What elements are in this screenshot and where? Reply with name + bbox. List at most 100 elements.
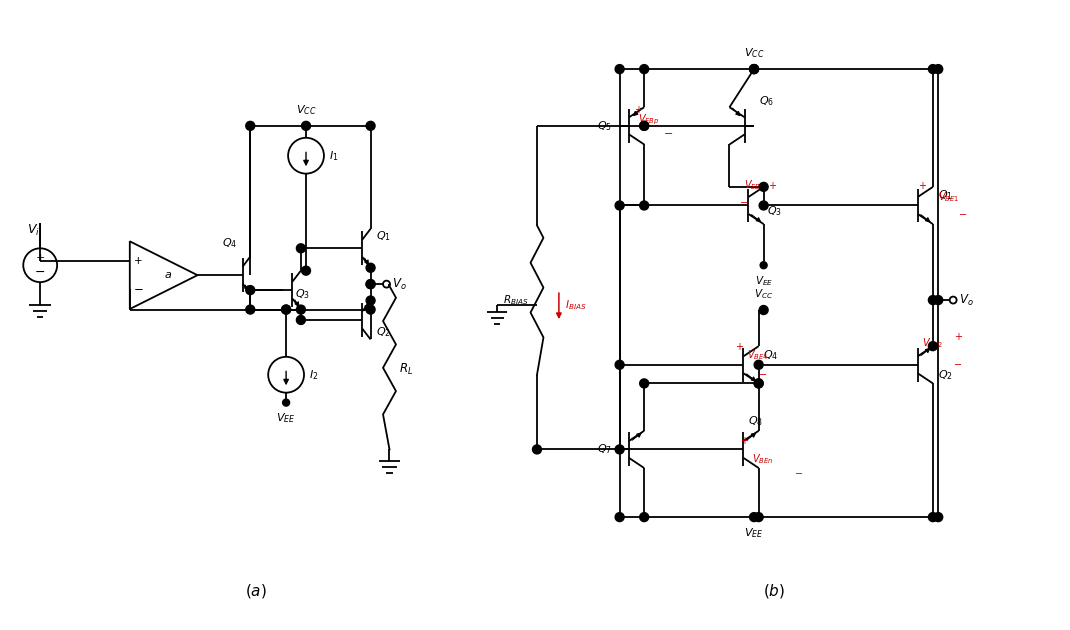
- Text: $Q_6$: $Q_6$: [759, 94, 774, 108]
- Text: $Q_1$: $Q_1$: [376, 229, 391, 243]
- Circle shape: [640, 65, 648, 74]
- Text: $V_o$: $V_o$: [393, 277, 408, 292]
- Text: $I_1$: $I_1$: [328, 149, 338, 163]
- Circle shape: [615, 445, 624, 454]
- Text: $V_{EBp}$: $V_{EBp}$: [638, 113, 659, 127]
- Text: $V_{EE}$: $V_{EE}$: [754, 274, 773, 288]
- Circle shape: [754, 360, 763, 369]
- Text: +: +: [135, 256, 143, 266]
- Text: $V_i$: $V_i$: [27, 223, 40, 238]
- Text: $(b)$: $(b)$: [763, 581, 785, 600]
- Circle shape: [929, 513, 937, 522]
- Circle shape: [750, 65, 759, 74]
- Circle shape: [750, 65, 759, 74]
- Text: $V_{CC}$: $V_{CC}$: [754, 287, 774, 301]
- Circle shape: [302, 266, 310, 275]
- Circle shape: [282, 399, 290, 406]
- Circle shape: [640, 122, 648, 130]
- Circle shape: [750, 66, 758, 72]
- Text: $Q_1$: $Q_1$: [938, 188, 953, 202]
- Circle shape: [754, 379, 763, 388]
- Text: $V_{EE}$: $V_{EE}$: [276, 411, 295, 425]
- Text: +: +: [740, 437, 748, 447]
- Circle shape: [759, 306, 768, 314]
- Text: $I_{BIAS}$: $I_{BIAS}$: [565, 298, 586, 312]
- Text: +: +: [633, 105, 642, 115]
- Text: −: −: [134, 283, 143, 296]
- Circle shape: [929, 295, 937, 304]
- Text: −: −: [795, 469, 802, 479]
- Circle shape: [750, 513, 758, 520]
- Circle shape: [246, 305, 255, 314]
- Circle shape: [934, 65, 943, 74]
- Text: $Q_3$: $Q_3$: [766, 205, 781, 219]
- Circle shape: [615, 360, 624, 369]
- Circle shape: [929, 65, 937, 74]
- Text: −: −: [664, 129, 673, 139]
- Text: $(a)$: $(a)$: [245, 581, 268, 600]
- Circle shape: [615, 65, 624, 74]
- Circle shape: [934, 295, 943, 304]
- Circle shape: [754, 379, 763, 388]
- Text: $Q_3$: $Q_3$: [295, 287, 310, 301]
- Circle shape: [750, 65, 759, 74]
- Circle shape: [296, 305, 305, 314]
- Text: −: −: [959, 210, 967, 220]
- Text: −: −: [759, 370, 767, 380]
- Circle shape: [750, 513, 759, 522]
- Circle shape: [366, 296, 376, 305]
- Circle shape: [303, 122, 309, 129]
- Circle shape: [934, 513, 943, 522]
- Text: $R_L$: $R_L$: [399, 362, 414, 377]
- Circle shape: [366, 280, 376, 289]
- Text: $Q_7$: $Q_7$: [597, 442, 612, 456]
- Text: $V_o$: $V_o$: [959, 292, 974, 307]
- Text: $V_{BE1}$: $V_{BE1}$: [938, 191, 959, 204]
- Circle shape: [366, 263, 376, 272]
- Text: $V_{BE4}$: $V_{BE4}$: [748, 348, 769, 362]
- Circle shape: [281, 305, 291, 314]
- Circle shape: [760, 261, 767, 269]
- Text: +: +: [953, 332, 962, 342]
- Circle shape: [759, 201, 768, 210]
- Circle shape: [533, 445, 541, 454]
- Circle shape: [366, 305, 376, 314]
- Circle shape: [759, 183, 768, 192]
- Text: $V_{BEn}$: $V_{BEn}$: [752, 452, 774, 466]
- Text: $R_{BIAS}$: $R_{BIAS}$: [503, 293, 529, 307]
- Text: $Q_4$: $Q_4$: [763, 348, 778, 362]
- Circle shape: [640, 379, 648, 388]
- Circle shape: [640, 201, 648, 210]
- Circle shape: [246, 285, 255, 295]
- Circle shape: [296, 316, 305, 324]
- Circle shape: [760, 307, 767, 314]
- Text: $Q_4$: $Q_4$: [221, 236, 238, 249]
- Text: −: −: [35, 266, 45, 278]
- Circle shape: [754, 513, 763, 522]
- Text: +: +: [35, 253, 45, 263]
- Circle shape: [246, 122, 255, 130]
- Text: $V_{CC}$: $V_{CC}$: [744, 47, 764, 60]
- Circle shape: [281, 305, 291, 314]
- Text: $I_2$: $I_2$: [309, 368, 319, 382]
- Text: $Q_5$: $Q_5$: [597, 119, 612, 133]
- Text: $Q_2$: $Q_2$: [938, 368, 952, 382]
- Text: +: +: [735, 342, 743, 352]
- Text: −: −: [740, 198, 748, 209]
- Circle shape: [640, 513, 648, 522]
- Text: $V_{CC}$: $V_{CC}$: [295, 103, 317, 117]
- Circle shape: [366, 122, 376, 130]
- Text: $a$: $a$: [164, 270, 171, 280]
- Circle shape: [615, 201, 624, 210]
- Circle shape: [615, 513, 624, 522]
- Text: −: −: [953, 360, 962, 370]
- Text: $V_{BE2}$: $V_{BE2}$: [921, 336, 943, 350]
- Circle shape: [929, 341, 937, 351]
- Text: $Q_8$: $Q_8$: [748, 414, 763, 428]
- Text: $V_{EE}$: $V_{EE}$: [745, 526, 764, 540]
- Text: +: +: [918, 181, 926, 190]
- Circle shape: [302, 122, 310, 130]
- Text: +: +: [767, 181, 776, 190]
- Text: $V_{EB3}$: $V_{EB3}$: [744, 179, 765, 193]
- Circle shape: [366, 280, 376, 289]
